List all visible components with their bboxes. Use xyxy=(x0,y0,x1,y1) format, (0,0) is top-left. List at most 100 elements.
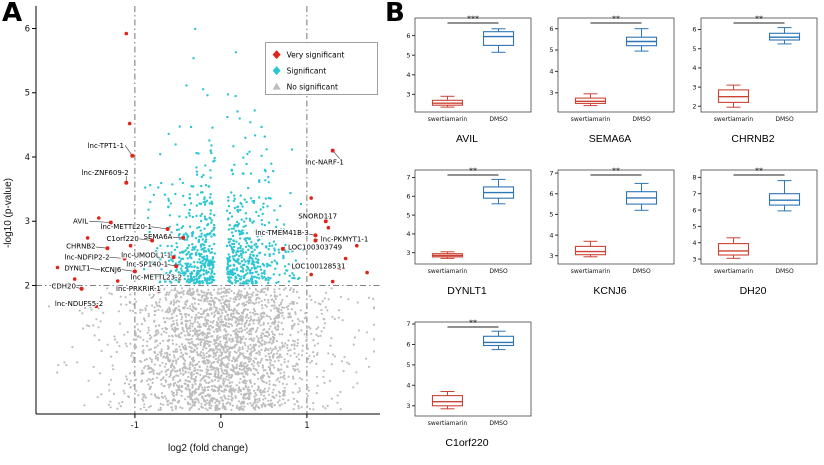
svg-text:6: 6 xyxy=(549,190,553,198)
svg-text:lnc-TPT1-1: lnc-TPT1-1 xyxy=(88,142,124,150)
boxplot-grid: 3 4 5 6 swertiamarin DMSO *** AVIL 3 4 5 6 swertiama… xyxy=(397,4,824,462)
svg-text:3: 3 xyxy=(406,249,410,257)
svg-text:KCNJ6: KCNJ6 xyxy=(101,266,122,274)
svg-text:3: 3 xyxy=(549,252,553,260)
boxplot-DYNLT1: 3 4 5 6 7 swertiamarin DMSO ** DYNLT1 xyxy=(397,156,537,297)
svg-text:lnc-ZNF609-2: lnc-ZNF609-2 xyxy=(82,169,129,177)
boxplot-KCNJ6: 3 4 5 6 7 swertiamarin DMSO ** KCNJ6 xyxy=(540,156,680,297)
svg-text:lnc-PKMYT1-1: lnc-PKMYT1-1 xyxy=(321,236,369,244)
svg-text:8: 8 xyxy=(692,174,696,182)
svg-text:3: 3 xyxy=(549,89,553,97)
svg-text:lnc-UMODL1-1: lnc-UMODL1-1 xyxy=(121,252,171,260)
svg-text:SEMA6A: SEMA6A xyxy=(144,233,173,241)
panel-b-label: B xyxy=(385,0,405,28)
svg-text:AVIL: AVIL xyxy=(73,218,88,226)
svg-text:5: 5 xyxy=(406,211,410,219)
svg-text:5: 5 xyxy=(406,51,410,59)
svg-text:CHRNB2: CHRNB2 xyxy=(66,243,96,251)
svg-text:-1: -1 xyxy=(131,421,139,431)
svg-text:SNORD117: SNORD117 xyxy=(298,213,337,221)
svg-text:1: 1 xyxy=(304,421,309,431)
svg-text:6: 6 xyxy=(406,32,410,40)
svg-text:lnc-NDUFS5-2: lnc-NDUFS5-2 xyxy=(55,300,103,308)
svg-text:4: 4 xyxy=(406,230,410,238)
svg-text:4: 4 xyxy=(406,382,410,390)
svg-text:3: 3 xyxy=(692,83,696,91)
svg-text:6: 6 xyxy=(25,24,30,34)
svg-text:swertiamarin: swertiamarin xyxy=(571,116,611,123)
svg-text:0: 0 xyxy=(218,421,223,431)
svg-text:DMSO: DMSO xyxy=(489,420,508,427)
svg-text:DYNLT1: DYNLT1 xyxy=(64,265,90,273)
svg-text:lnc-NDFIP2-2: lnc-NDFIP2-2 xyxy=(64,254,109,262)
svg-text:**: ** xyxy=(755,167,763,176)
svg-text:CDH20: CDH20 xyxy=(52,283,76,291)
boxplot-title: DH20 xyxy=(739,285,767,297)
boxplot-title: AVIL xyxy=(456,133,478,145)
svg-text:DMSO: DMSO xyxy=(775,268,794,275)
svg-text:lnc-NARF-1: lnc-NARF-1 xyxy=(305,159,344,167)
svg-text:4: 4 xyxy=(549,68,553,76)
boxplot-C1orf220: 3 4 5 6 7 swertiamarin DMSO ** C1orf220 xyxy=(397,308,537,449)
svg-text:***: *** xyxy=(467,15,479,24)
svg-text:**: ** xyxy=(612,15,620,24)
svg-text:7: 7 xyxy=(406,320,410,328)
svg-text:6: 6 xyxy=(692,26,696,34)
svg-text:lnc-METTL20-1: lnc-METTL20-1 xyxy=(101,223,152,231)
svg-text:swertiamarin: swertiamarin xyxy=(714,116,754,123)
svg-text:3: 3 xyxy=(25,217,30,227)
svg-text:lnc-TMEM41B-3: lnc-TMEM41B-3 xyxy=(255,229,309,237)
svg-text:4: 4 xyxy=(692,239,696,247)
svg-text:4: 4 xyxy=(692,64,696,72)
svg-text:5: 5 xyxy=(549,46,553,54)
volcano-plot: lnc-TPT1-1 lnc-ZNF609-2 AVIL lnc-METTL20-1 S… xyxy=(0,0,392,440)
boxplot-SEMA6A: 3 4 5 6 swertiamarin DMSO ** SEMA6A xyxy=(540,4,680,145)
boxplot-DH20: 3 4 5 6 7 8 swertiamarin DMSO ** DH20 xyxy=(683,156,823,297)
boxplot-title: CHRNB2 xyxy=(731,133,775,145)
svg-text:swertiamarin: swertiamarin xyxy=(428,268,468,275)
svg-text:6: 6 xyxy=(549,25,553,33)
boxplot-title: C1orf220 xyxy=(445,437,489,449)
svg-text:5: 5 xyxy=(406,361,410,369)
svg-text:6: 6 xyxy=(406,341,410,349)
svg-text:7: 7 xyxy=(406,174,410,182)
svg-text:swertiamarin: swertiamarin xyxy=(714,268,754,275)
svg-text:2: 2 xyxy=(692,102,696,110)
svg-text:3: 3 xyxy=(406,402,410,410)
svg-text:4: 4 xyxy=(406,71,410,79)
svg-text:7: 7 xyxy=(692,190,696,198)
svg-text:DMSO: DMSO xyxy=(632,268,651,275)
svg-text:swertiamarin: swertiamarin xyxy=(428,116,468,123)
svg-text:4: 4 xyxy=(549,231,553,239)
svg-text:**: ** xyxy=(469,319,477,328)
svg-text:DMSO: DMSO xyxy=(775,116,794,123)
svg-text:Significant: Significant xyxy=(287,66,327,75)
svg-text:**: ** xyxy=(755,15,763,24)
svg-text:LOC100128531: LOC100128531 xyxy=(291,263,345,271)
volcano-legend: Very significant Significant No significan… xyxy=(265,42,379,95)
boxplot-title: SEMA6A xyxy=(588,133,632,145)
volcano-x-axis-label: log2 (fold change) xyxy=(167,443,249,454)
svg-text:lnc-PRKRIR-1: lnc-PRKRIR-1 xyxy=(116,285,161,293)
svg-text:7: 7 xyxy=(549,169,553,177)
boxplot-AVIL: 3 4 5 6 swertiamarin DMSO *** AVIL xyxy=(397,4,537,145)
svg-text:No significant: No significant xyxy=(287,82,338,91)
svg-text:lnc-SP140-1: lnc-SP140-1 xyxy=(126,261,168,269)
svg-text:LOC100303749: LOC100303749 xyxy=(288,243,342,251)
svg-text:4: 4 xyxy=(25,153,30,163)
volcano-chart: lnc-TPT1-1 lnc-ZNF609-2 AVIL lnc-METTL20-1 S… xyxy=(25,6,380,431)
svg-text:5: 5 xyxy=(692,223,696,231)
svg-text:5: 5 xyxy=(692,45,696,53)
panel-a: A lnc-TPT1-1 lnc-ZNF609-2 AVIL lnc-METTL20-… xyxy=(0,0,392,465)
boxplot-title: KCNJ6 xyxy=(593,285,627,297)
svg-text:**: ** xyxy=(469,167,477,176)
svg-text:DMSO: DMSO xyxy=(489,268,508,275)
svg-text:Very significant: Very significant xyxy=(287,50,345,59)
svg-text:**: ** xyxy=(612,167,620,176)
svg-text:swertiamarin: swertiamarin xyxy=(428,420,468,427)
svg-text:DMSO: DMSO xyxy=(632,116,651,123)
volcano-y-axis-label: -log10 (p-value) xyxy=(3,177,14,249)
svg-text:6: 6 xyxy=(692,206,696,214)
panel-b: B 3 4 5 6 swertiamarin DMSO *** AVIL 3 4 5 6 swertia… xyxy=(385,0,824,465)
